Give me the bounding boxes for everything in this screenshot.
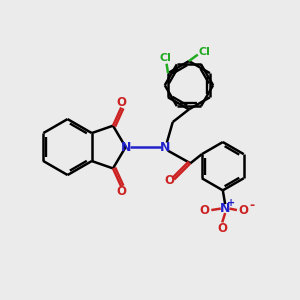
Text: O: O <box>217 222 227 235</box>
Text: Cl: Cl <box>198 47 210 57</box>
Text: N: N <box>160 141 171 154</box>
Text: O: O <box>200 204 210 217</box>
Text: O: O <box>116 185 126 199</box>
Text: Cl: Cl <box>159 53 171 63</box>
Text: N: N <box>220 202 230 215</box>
Text: O: O <box>116 96 126 109</box>
Text: N: N <box>121 141 131 154</box>
Text: -: - <box>249 199 254 212</box>
Text: +: + <box>227 198 235 208</box>
Text: O: O <box>164 174 174 188</box>
Text: O: O <box>239 204 249 217</box>
